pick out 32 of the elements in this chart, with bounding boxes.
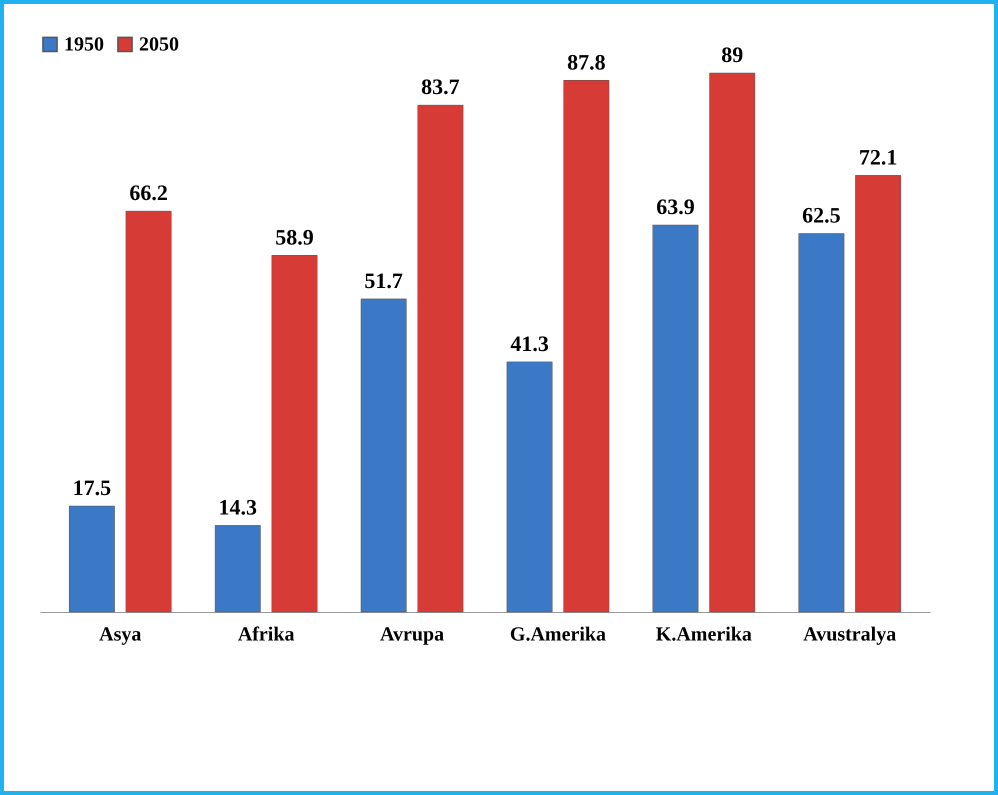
bar xyxy=(652,224,698,612)
data-label: 62.5 xyxy=(802,202,841,228)
legend-label: 2050 xyxy=(139,33,179,56)
bar xyxy=(214,525,261,612)
data-label: 58.9 xyxy=(275,224,314,250)
bar xyxy=(855,175,902,612)
data-label: 72.1 xyxy=(858,144,898,170)
x-tick-label: Avustralya xyxy=(803,624,896,646)
bar xyxy=(709,72,756,612)
data-label: 14.3 xyxy=(218,494,258,520)
data-label: 41.3 xyxy=(510,330,549,356)
legend-label: 1950 xyxy=(64,33,104,56)
x-tick-label: Afrika xyxy=(238,624,294,646)
x-tick-label: G.Amerika xyxy=(510,624,606,646)
x-tick-label: Asya xyxy=(99,624,142,646)
bar xyxy=(506,362,553,612)
data-label: 83.7 xyxy=(421,74,460,100)
bar xyxy=(272,255,318,612)
bar xyxy=(360,298,407,612)
data-label: 66.2 xyxy=(129,180,168,206)
data-label: 63.9 xyxy=(656,194,695,220)
data-label: 87.8 xyxy=(567,49,606,74)
bar xyxy=(563,80,610,612)
bar xyxy=(417,104,464,612)
data-label: 89 xyxy=(721,42,744,67)
data-label: 51.7 xyxy=(364,268,403,293)
data-label: 17.5 xyxy=(72,475,112,500)
x-tick-label: K.Amerika xyxy=(656,624,752,646)
x-tick-label: Avrupa xyxy=(380,624,444,646)
bar xyxy=(798,233,844,612)
bar xyxy=(68,506,115,612)
bar xyxy=(126,210,172,612)
